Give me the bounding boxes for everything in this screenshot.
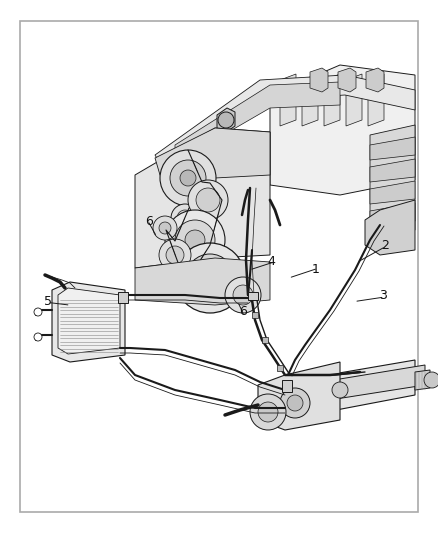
Polygon shape <box>270 65 415 195</box>
Polygon shape <box>346 74 362 126</box>
Circle shape <box>34 333 42 341</box>
Polygon shape <box>370 159 415 182</box>
Circle shape <box>186 254 234 302</box>
Circle shape <box>159 239 191 271</box>
Circle shape <box>180 170 196 186</box>
Circle shape <box>250 394 286 430</box>
Circle shape <box>175 243 245 313</box>
Text: 1: 1 <box>311 263 319 276</box>
Circle shape <box>218 112 234 128</box>
Text: 6: 6 <box>145 215 153 228</box>
Polygon shape <box>368 74 384 126</box>
Polygon shape <box>155 75 415 172</box>
Polygon shape <box>370 125 415 235</box>
Circle shape <box>177 210 193 226</box>
Circle shape <box>225 277 261 313</box>
Circle shape <box>160 150 216 206</box>
Polygon shape <box>285 365 425 407</box>
Polygon shape <box>258 362 340 430</box>
Polygon shape <box>302 74 318 126</box>
Polygon shape <box>285 360 415 415</box>
Polygon shape <box>370 203 415 226</box>
Polygon shape <box>262 337 268 343</box>
Circle shape <box>185 230 205 250</box>
Circle shape <box>175 220 215 260</box>
Text: 2: 2 <box>381 239 389 252</box>
Polygon shape <box>370 181 415 204</box>
Circle shape <box>287 395 303 411</box>
Polygon shape <box>52 282 125 362</box>
Polygon shape <box>248 292 258 300</box>
Text: 5: 5 <box>44 295 52 308</box>
Text: 6: 6 <box>239 305 247 318</box>
Polygon shape <box>415 370 430 390</box>
Polygon shape <box>366 68 384 92</box>
Circle shape <box>196 188 220 212</box>
Circle shape <box>332 382 348 398</box>
Polygon shape <box>135 258 270 305</box>
Circle shape <box>165 210 225 270</box>
Circle shape <box>198 266 222 290</box>
Polygon shape <box>310 68 328 92</box>
Polygon shape <box>118 292 128 303</box>
Polygon shape <box>324 74 340 126</box>
Circle shape <box>171 204 199 232</box>
Circle shape <box>153 216 177 240</box>
Polygon shape <box>58 288 120 354</box>
Circle shape <box>159 222 171 234</box>
Circle shape <box>233 285 253 305</box>
Polygon shape <box>155 128 270 178</box>
Polygon shape <box>365 200 415 255</box>
Polygon shape <box>338 68 356 92</box>
Polygon shape <box>280 74 296 126</box>
Circle shape <box>34 308 42 316</box>
Text: 3: 3 <box>379 289 387 302</box>
Polygon shape <box>217 108 235 133</box>
Polygon shape <box>135 128 270 268</box>
Polygon shape <box>277 365 283 371</box>
Circle shape <box>280 388 310 418</box>
Polygon shape <box>175 82 340 163</box>
Polygon shape <box>282 380 292 392</box>
Polygon shape <box>252 312 258 318</box>
Circle shape <box>166 246 184 264</box>
Circle shape <box>424 372 438 388</box>
Circle shape <box>258 402 278 422</box>
Circle shape <box>170 160 206 196</box>
Polygon shape <box>370 137 415 160</box>
Text: 4: 4 <box>268 255 276 268</box>
Circle shape <box>188 180 228 220</box>
